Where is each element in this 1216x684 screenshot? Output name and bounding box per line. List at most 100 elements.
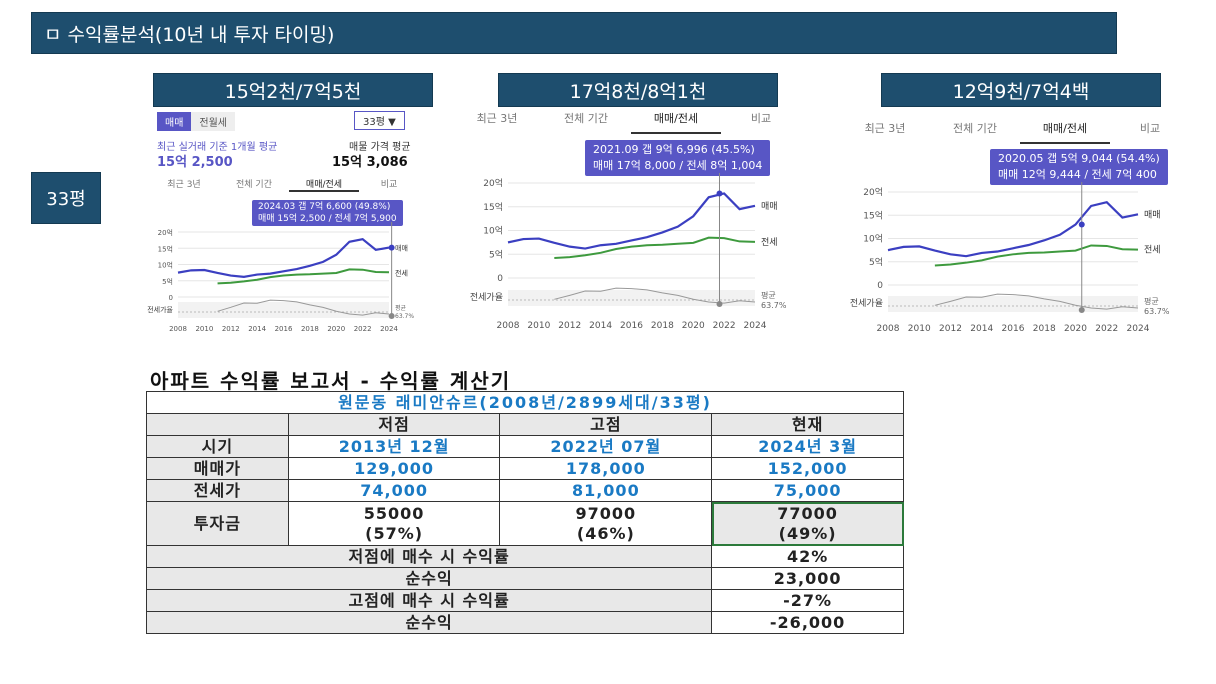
tooltip-line-1: 2021.09 갭 9억 6,996 (45.5%)	[593, 143, 755, 156]
tab-all-period[interactable]: 전체 기간	[236, 180, 272, 190]
table-cell: 152,000	[711, 457, 904, 480]
tab-recent-3y[interactable]: 최근 3년	[864, 122, 906, 135]
ratio-line	[934, 293, 1139, 310]
chart-tooltip: 2024.03 갭 7억 6,600 (49.8%) 매매 15억 2,500 …	[252, 200, 403, 226]
x-tick-label: 2012	[558, 321, 581, 331]
summary-value: -27%	[711, 589, 904, 612]
ratio-band	[888, 296, 1138, 312]
invest-amount: 97000	[575, 503, 637, 523]
y-tick-label: 0	[497, 274, 503, 284]
avg-value: 63.7%	[1144, 307, 1170, 316]
sale-marker-dot	[716, 190, 723, 197]
table-row: 전세가 74,000 81,000 75,000	[146, 479, 904, 502]
y-tick-label: 15억	[158, 245, 173, 253]
panel-1-title-text: 15억2천/7억5천	[224, 80, 362, 103]
tooltip-line-1: 2024.03 갭 7억 6,600 (49.8%)	[258, 202, 391, 212]
tab-compare[interactable]: 비교	[380, 180, 398, 190]
row-label: 시기	[146, 435, 289, 458]
ratio-marker-dot	[388, 313, 395, 319]
avg-label: 평균	[1144, 296, 1159, 306]
x-tick-label: 2014	[970, 324, 993, 334]
tooltip-line-2: 매매 12억 9,444 / 전세 7억 400	[998, 168, 1157, 181]
tooltip-line-2: 매매 17억 8,000 / 전세 8억 1,004	[593, 159, 763, 172]
x-tick-label: 2024	[1127, 324, 1150, 334]
x-tick-label: 2010	[527, 321, 550, 331]
tooltip-line-1: 2020.05 갭 5억 9,044 (54.4%)	[998, 152, 1160, 165]
avg-label: 평균	[395, 304, 407, 312]
legend-rent: 전세	[761, 237, 778, 248]
recent-deal-value: 15억 2,500	[157, 155, 233, 170]
summary-value: -26,000	[711, 611, 904, 634]
panel-1-title: 15억2천/7억5천	[153, 73, 433, 107]
table-cell: 2024년 3월	[711, 435, 904, 458]
x-tick-label: 2016	[620, 321, 643, 331]
rent-price-line	[217, 268, 390, 285]
ratio-label: 전세가율	[470, 292, 503, 303]
ratio-band	[508, 290, 755, 306]
size-select[interactable]: 33평 ▼	[354, 111, 405, 130]
row-label: 전세가	[146, 479, 289, 502]
x-tick-label: 2008	[877, 324, 900, 334]
tab-buy[interactable]: 매매	[157, 112, 192, 131]
summary-value: 23,000	[711, 567, 904, 590]
table-cell: 75,000	[711, 479, 904, 502]
y-tick-label: 5억	[489, 248, 503, 260]
x-tick-label: 2008	[169, 325, 187, 333]
size-label-text: 33평	[46, 189, 86, 210]
summary-value: 42%	[711, 545, 904, 568]
avg-value: 63.7%	[395, 313, 414, 320]
legend-rent: 전세	[395, 268, 408, 277]
sale-price-line	[177, 237, 390, 278]
table-row: 저점에 매수 시 수익률 42%	[145, 545, 904, 568]
rent-price-line	[934, 244, 1139, 267]
tab-sale-rent[interactable]: 매매/전세	[631, 110, 721, 134]
legend-sale: 매매	[395, 245, 408, 253]
summary-label: 순수익	[145, 611, 713, 634]
legend-sale: 매매	[761, 201, 778, 212]
row-label: 투자금	[146, 501, 289, 546]
x-tick-label: 2012	[222, 325, 240, 333]
tab-sale-rent[interactable]: 매매/전세	[289, 177, 359, 192]
summary-label: 순수익	[145, 567, 713, 590]
y-tick-label: 10억	[483, 225, 503, 237]
x-tick-label: 2024	[744, 321, 767, 331]
y-tick-label: 0	[877, 281, 883, 291]
tab-recent-3y[interactable]: 최근 3년	[476, 112, 518, 125]
invest-amount: 77000	[777, 503, 838, 523]
table-row: 순수익 -26,000	[145, 611, 904, 634]
section-header: ㅁ 수익률분석(10년 내 투자 타이밍)	[31, 12, 1117, 54]
ratio-band	[178, 302, 389, 318]
x-tick-label: 2016	[275, 325, 293, 333]
tab-rent[interactable]: 전월세	[191, 112, 236, 131]
x-tick-label: 2022	[354, 325, 372, 333]
tab-compare[interactable]: 비교	[1139, 122, 1161, 135]
report-subtitle: 원문동 래미안슈르(2008년/2899세대/33평)	[146, 391, 904, 414]
table-row: 매매가 129,000 178,000 152,000	[146, 457, 904, 480]
period-tabs: 최근 3년 전체 기간 매매/전세 비교	[149, 177, 419, 192]
ratio-label: 전세가율	[850, 298, 883, 309]
invest-pct: (46%)	[576, 523, 635, 543]
ratio-marker-dot	[716, 301, 723, 307]
x-tick-label: 2008	[497, 321, 520, 331]
x-tick-label: 2016	[1002, 324, 1025, 334]
tab-sale-rent[interactable]: 매매/전세	[1020, 120, 1110, 144]
table-cell: 129,000	[287, 457, 501, 480]
table-cell: 2022년 07월	[499, 435, 713, 458]
period-tabs: 최근 3년 전체 기간 매매/전세 비교	[840, 120, 1190, 144]
y-tick-label: 5억	[869, 256, 883, 268]
x-tick-label: 2014	[248, 325, 266, 333]
selected-cell[interactable]: 77000 (49%)	[711, 501, 904, 546]
x-tick-label: 2024	[380, 325, 398, 333]
x-tick-label: 2014	[589, 321, 612, 331]
table-row: 원문동 래미안슈르(2008년/2899세대/33평)	[146, 391, 904, 414]
ratio-line	[217, 299, 390, 316]
tab-recent-3y[interactable]: 최근 3년	[167, 180, 201, 190]
y-tick-label: 15억	[483, 201, 503, 213]
section-title: ㅁ 수익률분석(10년 내 투자 타이밍)	[44, 23, 335, 46]
ratio-label: 전세가율	[147, 305, 173, 314]
tab-all-period[interactable]: 전체 기간	[953, 122, 997, 135]
report-table: 원문동 래미안슈르(2008년/2899세대/33평) 저점 고점 현재 시기 …	[145, 391, 904, 634]
tab-compare[interactable]: 비교	[750, 112, 772, 125]
tab-all-period[interactable]: 전체 기간	[564, 112, 608, 125]
